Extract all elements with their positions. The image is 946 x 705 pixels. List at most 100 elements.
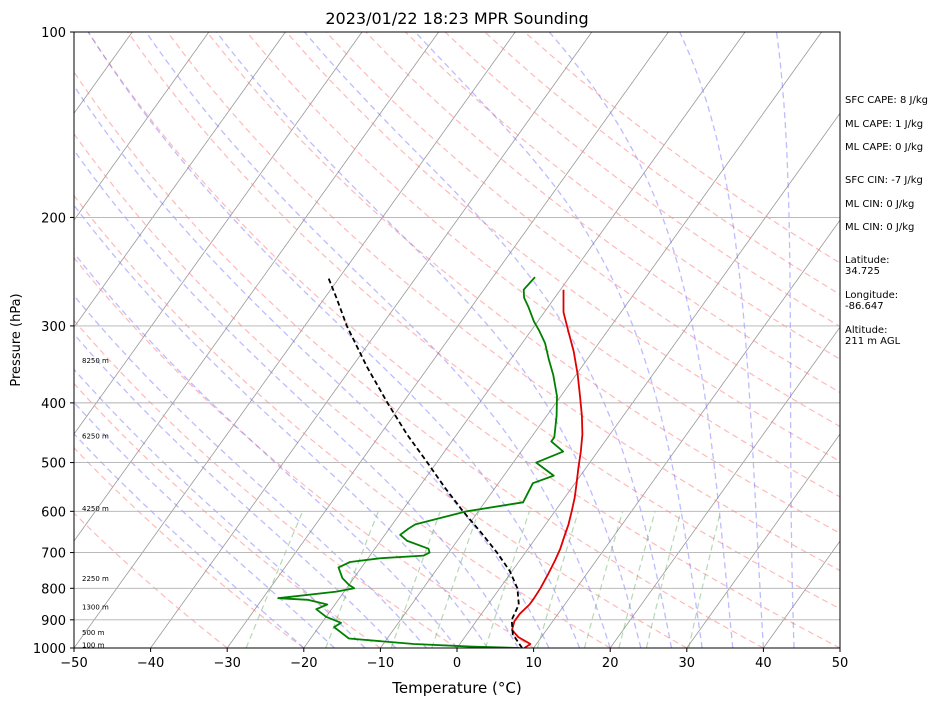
- sfc-cape-label: SFC CAPE: 8 J/kg: [845, 95, 928, 106]
- y-tick-label: 100: [41, 26, 66, 41]
- y-tick-label: 300: [41, 320, 66, 335]
- x-tick-label: −40: [137, 656, 164, 671]
- isotherm-line: [609, 326, 840, 648]
- dry-adiabat-line: [365, 32, 840, 394]
- sfc-cin-label: SFC CIN: -7 J/kg: [845, 175, 923, 186]
- moist-adiabat-line: [414, 32, 703, 648]
- background-reference-lines: [74, 32, 840, 648]
- isotherm-line: [74, 32, 286, 328]
- dry-adiabat-line: [444, 32, 840, 328]
- dry-adiabat-line: [74, 70, 764, 648]
- plot-frame: [73, 31, 841, 649]
- x-tick-label: 50: [832, 656, 849, 671]
- dry-adiabat-line: [74, 447, 305, 648]
- y-axis-ticks: 100 200 300 400 500 600 700 800 900 1000: [33, 26, 74, 657]
- moist-adiabat-line: [145, 32, 611, 648]
- moist-adiabat-line: [304, 32, 673, 648]
- moist-adiabat-line: [74, 252, 458, 648]
- dry-adiabat-line: [206, 32, 840, 534]
- moist-adiabat-line: [74, 333, 397, 648]
- altitude-label: Altitude:: [845, 325, 888, 336]
- y-tick-label: 700: [41, 547, 66, 562]
- isotherm-line: [74, 32, 210, 221]
- dry-adiabat-line: [87, 32, 840, 648]
- isotherm-line: [74, 32, 516, 648]
- altitude-value: 211 m AGL: [845, 336, 901, 347]
- moist-adiabat-line: [74, 401, 335, 648]
- mixing-ratio-line: [390, 511, 441, 648]
- mixing-ratio-line: [484, 511, 530, 648]
- latitude-value: 34.725: [845, 266, 880, 277]
- height-label: 1300 m: [82, 604, 109, 612]
- ml-cin-label-2: ML CIN: 0 J/kg: [845, 222, 915, 233]
- isotherm-line: [380, 32, 822, 648]
- moist-adiabat-line: [74, 149, 519, 648]
- dewpoint-profile-line: [277, 276, 565, 648]
- longitude-value: -86.647: [845, 301, 884, 312]
- height-label: 100 m: [82, 641, 105, 649]
- y-tick-label: 1000: [33, 642, 66, 657]
- longitude-label: Longitude:: [845, 290, 899, 301]
- dry-adiabat-line: [127, 32, 840, 610]
- isotherm-line: [74, 32, 439, 542]
- moist-adiabat-line: [215, 32, 642, 648]
- height-label: 6250 m: [82, 433, 109, 441]
- y-tick-label: 900: [41, 614, 66, 629]
- mixing-ratio-line: [245, 511, 304, 648]
- moist-adiabat-line: [87, 32, 581, 648]
- x-axis-ticks: −50 −40 −30 −20 −10 0 10 20 30 40 50: [60, 648, 848, 671]
- dry-adiabat-line: [404, 32, 840, 360]
- x-axis-label: Temperature (°C): [391, 679, 521, 697]
- x-tick-label: 0: [453, 656, 461, 671]
- mixing-ratio-line: [645, 511, 682, 648]
- height-label: 2250 m: [82, 575, 109, 583]
- moist-adiabat-line: [775, 32, 795, 648]
- isotherm-line: [303, 32, 746, 648]
- x-tick-label: 30: [679, 656, 696, 671]
- x-tick-label: 40: [755, 656, 772, 671]
- x-tick-label: −20: [290, 656, 317, 671]
- parcel-profile-line: [327, 276, 523, 648]
- height-label: 4250 m: [82, 505, 109, 513]
- x-tick-label: 10: [525, 656, 542, 671]
- isotherm-line: [686, 433, 840, 648]
- moist-adiabat-line: [548, 32, 734, 648]
- y-tick-label: 400: [41, 397, 66, 412]
- pressure-gridlines: [74, 32, 840, 648]
- dry-adiabat-line: [74, 382, 381, 648]
- y-tick-label: 500: [41, 457, 66, 472]
- moist-adiabat-line: [74, 84, 550, 648]
- chart-title: 2023/01/22 18:23 MPR Sounding: [325, 9, 588, 28]
- height-label: 500 m: [82, 629, 105, 637]
- height-label: 8250 m: [82, 357, 109, 365]
- dry-adiabat-line: [246, 32, 840, 498]
- x-tick-label: −10: [367, 656, 394, 671]
- isotherm-line: [763, 540, 840, 648]
- moist-adiabat-line: [74, 432, 305, 648]
- dry-adiabat-line: [74, 319, 458, 648]
- y-tick-label: 600: [41, 505, 66, 520]
- sounding-profiles: [277, 276, 584, 648]
- isotherm-line: [74, 32, 363, 435]
- dry-adiabat-line: [74, 256, 534, 648]
- y-tick-label: 200: [41, 211, 66, 226]
- dry-adiabat-line: [166, 32, 840, 572]
- ml-cape-label: ML CAPE: 1 J/kg: [845, 119, 924, 130]
- height-labels: 100 m 500 m 1300 m 2250 m 4250 m 6250 m 8250 m: [82, 357, 109, 649]
- x-tick-label: 20: [602, 656, 619, 671]
- dry-adiabat-line: [74, 194, 611, 648]
- ml-cin-label: ML CIN: 0 J/kg: [845, 199, 915, 210]
- mixing-ratio-line: [618, 511, 656, 648]
- x-tick-label: −30: [213, 656, 240, 671]
- y-tick-label: 800: [41, 582, 66, 597]
- y-axis-label: Pressure (hPa): [9, 293, 24, 386]
- x-tick-label: −50: [60, 656, 87, 671]
- temperature-profile-line: [511, 289, 584, 648]
- moist-adiabat-line: [679, 32, 765, 648]
- isotherm-line: [150, 32, 593, 648]
- isotherm-line: [226, 32, 669, 648]
- isotherm-line: [533, 219, 840, 648]
- isotherm-line: [456, 112, 840, 648]
- dry-adiabat-line: [74, 512, 228, 648]
